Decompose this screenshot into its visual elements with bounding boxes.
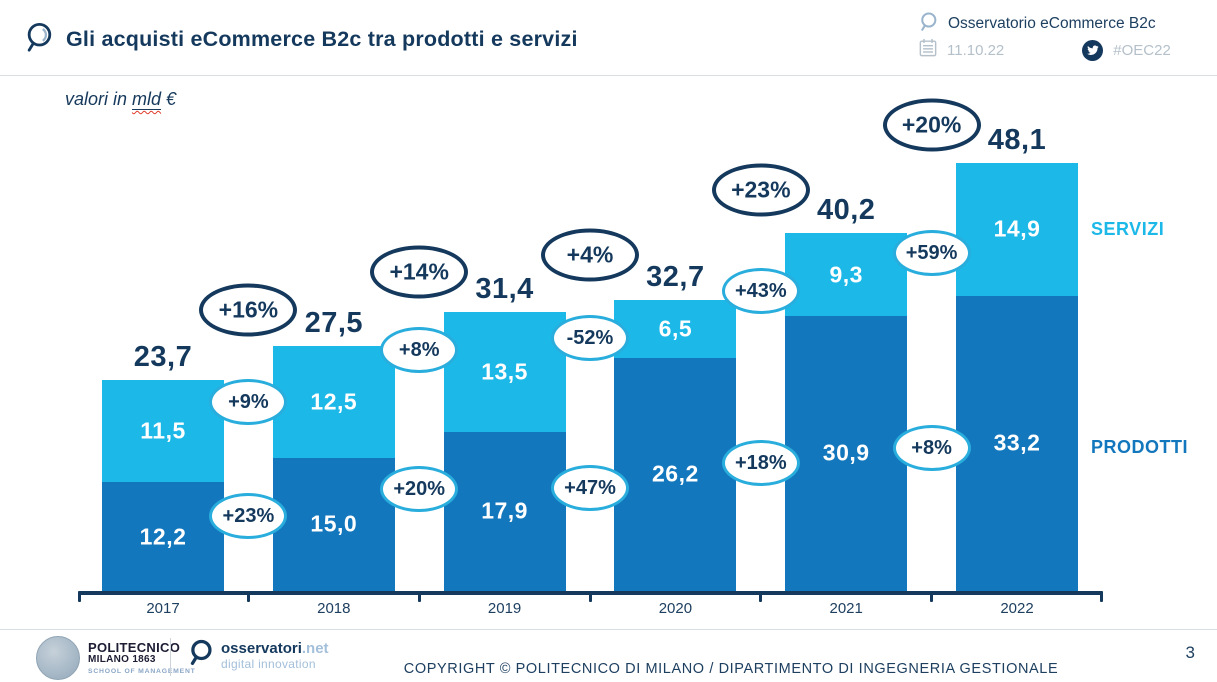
total-label-2017: 23,7 — [133, 341, 193, 374]
value-label-servizi-2017: 11,5 — [140, 417, 186, 444]
growth-badge-servizi-2020: -52% — [551, 315, 629, 361]
value-label-prodotti-2022: 33,2 — [993, 429, 1041, 456]
page-number: 3 — [1185, 643, 1195, 662]
growth-badge-servizi-2021: +43% — [721, 268, 800, 314]
bar-segment-servizi-2022 — [956, 162, 1078, 296]
bar-segment-servizi-2020 — [614, 299, 737, 358]
calendar-icon — [919, 38, 937, 62]
growth-badge-prodotti-2022: +8% — [892, 425, 971, 471]
growth-badge-total-2019: +14% — [370, 245, 469, 299]
x-axis-tick — [588, 591, 592, 602]
politecnico-logo: POLITECNICO MILANO 1863 SCHOOL OF MANAGE… — [36, 636, 196, 680]
series-label-prodotti: PRODOTTI — [1091, 437, 1188, 457]
growth-badge-total-2021: +23% — [711, 163, 810, 217]
x-tick-label-2017: 2017 — [146, 600, 180, 617]
growth-badge-servizi-2019: +8% — [380, 327, 459, 373]
osservatori-bubble-icon-small — [919, 11, 938, 37]
value-label-servizi-2021: 9,3 — [829, 261, 863, 288]
value-label-prodotti-2020: 26,2 — [652, 460, 699, 487]
growth-badge-prodotti-2018: +23% — [209, 493, 288, 539]
bar-segment-servizi-2021 — [785, 233, 908, 316]
observatory-name: Osservatorio eCommerce B2c — [948, 15, 1156, 32]
growth-badge-servizi-2022: +59% — [892, 230, 971, 276]
bar-segment-prodotti-2018 — [272, 457, 395, 591]
total-label-2022: 48,1 — [987, 123, 1047, 156]
x-tick-label-2022: 2022 — [1000, 600, 1034, 617]
total-label-2018: 27,5 — [304, 307, 364, 340]
hashtag: #OEC22 — [1113, 41, 1171, 59]
value-label-servizi-2022: 14,9 — [993, 215, 1041, 242]
x-axis-tick — [930, 591, 934, 602]
x-tick-label-2019: 2019 — [487, 600, 522, 617]
series-label-servizi: SERVIZI — [1091, 219, 1165, 239]
x-axis-tick — [759, 591, 763, 602]
growth-badge-total-2018: +16% — [199, 283, 298, 337]
growth-badge-prodotti-2019: +20% — [380, 466, 459, 512]
growth-badge-prodotti-2021: +18% — [721, 440, 800, 486]
politecnico-seal-icon — [36, 636, 80, 680]
growth-badge-servizi-2018: +9% — [209, 379, 288, 425]
bar-segment-servizi-2019 — [443, 311, 566, 432]
bar-segment-prodotti-2017 — [102, 482, 224, 591]
x-tick-label-2021: 2021 — [829, 600, 863, 617]
osservatori-net-logo: osservatori.net digital innovation — [188, 638, 329, 671]
value-label-servizi-2020: 6,5 — [658, 315, 693, 342]
value-label-prodotti-2021: 30,9 — [822, 439, 870, 466]
osservatori-bubble-icon — [24, 21, 54, 58]
value-label-prodotti-2019: 17,9 — [481, 497, 528, 524]
growth-badge-total-2020: +4% — [541, 228, 639, 282]
copyright-text: COPYRIGHT © POLITECNICO DI MILANO / DIPA… — [403, 661, 1059, 677]
header: Gli acquisti eCommerce B2c tra prodotti … — [0, 0, 1217, 76]
total-label-2021: 40,2 — [816, 194, 876, 227]
presentation-date: 11.10.22 — [947, 41, 1005, 59]
value-label-prodotti-2017: 12,2 — [139, 523, 187, 550]
footer-divider — [170, 638, 171, 676]
twitter-icon — [1082, 39, 1104, 61]
x-tick-label-2018: 2018 — [317, 600, 351, 617]
value-label-prodotti-2018: 15,0 — [310, 510, 358, 537]
unit-note-mld: mld — [132, 89, 162, 109]
bar-segment-servizi-2017 — [102, 380, 224, 483]
value-label-servizi-2019: 13,5 — [481, 358, 528, 385]
bar-segment-prodotti-2020 — [614, 357, 737, 591]
x-axis-tick — [246, 591, 250, 602]
bar-segment-prodotti-2019 — [443, 431, 566, 591]
bar-segment-servizi-2018 — [272, 346, 395, 458]
bar-segment-prodotti-2021 — [785, 315, 908, 591]
footer: POLITECNICO MILANO 1863 SCHOOL OF MANAGE… — [0, 629, 1217, 682]
x-tick-label-2020: 2020 — [658, 600, 693, 617]
x-axis-tick — [77, 591, 81, 602]
total-label-2020: 32,7 — [646, 260, 705, 293]
growth-badge-prodotti-2020: +47% — [551, 465, 629, 511]
osservatori-bubble-icon-footer — [188, 638, 214, 671]
bar-segment-prodotti-2022 — [956, 295, 1078, 591]
x-axis-tick — [1099, 591, 1103, 602]
total-label-2019: 31,4 — [475, 272, 534, 305]
growth-badge-total-2022: +20% — [882, 98, 981, 152]
unit-note: valori in mld € — [65, 89, 177, 110]
x-axis-tick — [417, 591, 421, 602]
page-title: Gli acquisti eCommerce B2c tra prodotti … — [66, 27, 578, 51]
value-label-servizi-2018: 12,5 — [310, 388, 358, 415]
